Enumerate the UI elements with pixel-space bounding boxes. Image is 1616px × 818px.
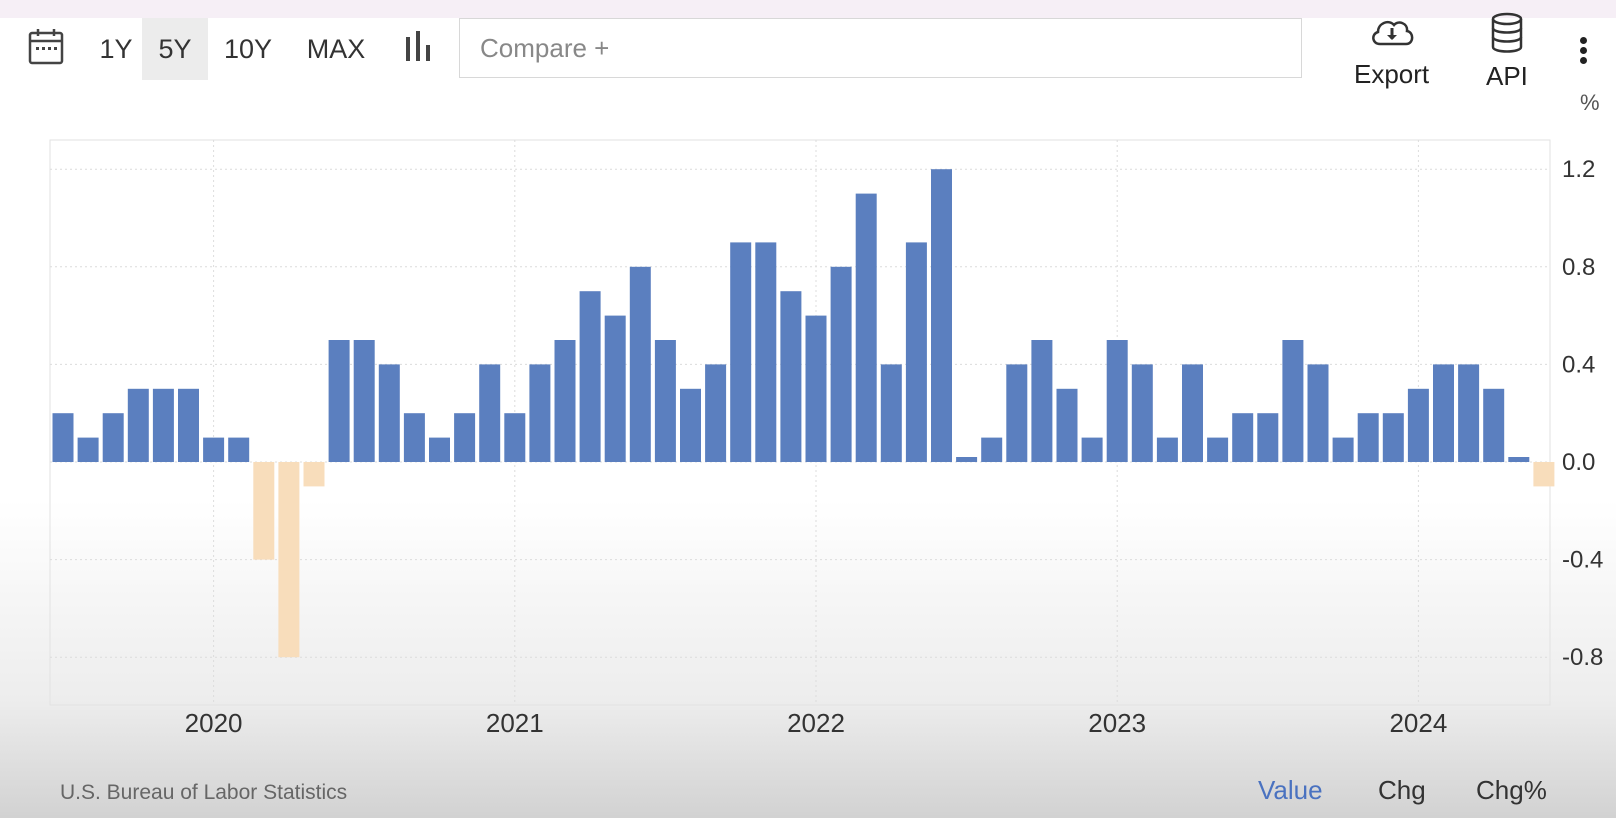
bar <box>378 364 400 462</box>
bar <box>629 266 651 462</box>
source-label: U.S. Bureau of Labor Statistics <box>60 781 348 804</box>
bar-chart-icon <box>403 29 433 70</box>
bar <box>454 413 476 462</box>
bar <box>981 437 1003 462</box>
bar <box>1257 413 1279 462</box>
bar <box>931 169 952 462</box>
bar <box>1508 457 1530 462</box>
bar <box>579 291 601 462</box>
cloud-download-icon <box>1367 12 1417 59</box>
range-1y-button[interactable]: 1Y <box>99 33 133 64</box>
mode-chg-pct-button[interactable]: Chg% <box>1476 775 1547 805</box>
bar <box>1433 364 1454 462</box>
bar <box>805 315 827 462</box>
x-tick-label: 2020 <box>185 708 243 738</box>
compare-input[interactable]: Compare + <box>459 18 1302 78</box>
bar <box>127 388 149 462</box>
bar <box>203 437 225 462</box>
y-tick-label: 0.0 <box>1562 449 1595 476</box>
export-label: Export <box>1354 59 1430 89</box>
bar <box>178 388 199 462</box>
bar <box>1307 364 1329 462</box>
bar <box>429 437 450 462</box>
bar <box>1182 364 1203 462</box>
bar <box>504 413 526 462</box>
bar <box>1382 413 1404 462</box>
y-tick-label: -0.4 <box>1562 547 1603 574</box>
bar <box>880 364 902 462</box>
export-button[interactable]: Export <box>1354 12 1429 90</box>
bar <box>755 242 777 462</box>
bar <box>830 266 852 462</box>
bar <box>780 291 802 462</box>
chart-type-button[interactable] <box>390 18 446 80</box>
bar <box>1533 462 1555 487</box>
database-icon <box>1489 12 1525 61</box>
bar <box>303 462 325 487</box>
bar-chart: 1.2 0.8 0.4 0.0 -0.4 -0.8% 2020 2021 2022 2023 202… <box>49 90 1603 738</box>
x-tick-label: 2021 <box>486 708 544 738</box>
bar <box>1106 340 1128 462</box>
y-tick-label: 1.2 <box>1562 156 1595 183</box>
bar <box>278 462 300 658</box>
bar <box>905 242 927 462</box>
api-button[interactable]: API <box>1486 12 1528 92</box>
bar <box>1156 437 1178 462</box>
bar <box>403 413 425 462</box>
bar <box>1131 364 1153 462</box>
x-tick-label: 2022 <box>787 708 845 738</box>
plot-area <box>49 139 1551 706</box>
bar <box>730 242 752 462</box>
range-10y-button[interactable]: 10Y <box>223 33 273 64</box>
api-label: API <box>1486 61 1528 91</box>
unit-label: % <box>1580 90 1600 115</box>
bar <box>1207 437 1229 462</box>
bar <box>228 437 250 462</box>
bar <box>855 193 877 462</box>
bar <box>529 364 551 462</box>
bar <box>353 340 375 462</box>
bar <box>1081 437 1103 462</box>
y-tick-label: 0.4 <box>1562 351 1595 378</box>
chart-toolbar: 1Y 5Y 10Y MAX Compare + Export <box>18 12 1598 91</box>
bar <box>1458 364 1480 462</box>
bar <box>1232 413 1254 462</box>
mode-value-button[interactable]: Value <box>1258 775 1323 805</box>
x-tick-label: 2024 <box>1389 708 1447 738</box>
calendar-button[interactable] <box>18 18 74 80</box>
bar <box>1056 388 1078 462</box>
bar <box>1483 388 1505 462</box>
y-tick-label: 0.8 <box>1562 254 1595 281</box>
bar <box>1006 364 1028 462</box>
bar <box>604 315 626 462</box>
bar <box>479 364 501 462</box>
x-tick-label: 2023 <box>1088 708 1146 738</box>
top-band <box>0 0 1616 18</box>
bar <box>1357 413 1379 462</box>
bar <box>77 437 99 462</box>
bar <box>680 388 701 462</box>
bar <box>1407 388 1429 462</box>
bar <box>956 457 978 462</box>
bar <box>1282 340 1304 462</box>
bar <box>152 388 174 462</box>
mode-chg-button[interactable]: Chg <box>1378 775 1426 805</box>
range-5y-button[interactable]: 5Y <box>142 18 208 80</box>
bar <box>253 462 275 560</box>
bar <box>1031 340 1053 462</box>
bar <box>52 413 74 462</box>
bar <box>654 340 676 462</box>
more-vertical-icon[interactable] <box>1578 34 1588 67</box>
bar <box>328 340 350 462</box>
bar <box>102 413 124 462</box>
bar <box>554 340 576 462</box>
bar <box>705 364 727 462</box>
range-max-button[interactable]: MAX <box>306 33 366 64</box>
calendar-icon <box>28 27 64 72</box>
y-tick-label: -0.8 <box>1562 644 1603 671</box>
bar <box>1332 437 1354 462</box>
